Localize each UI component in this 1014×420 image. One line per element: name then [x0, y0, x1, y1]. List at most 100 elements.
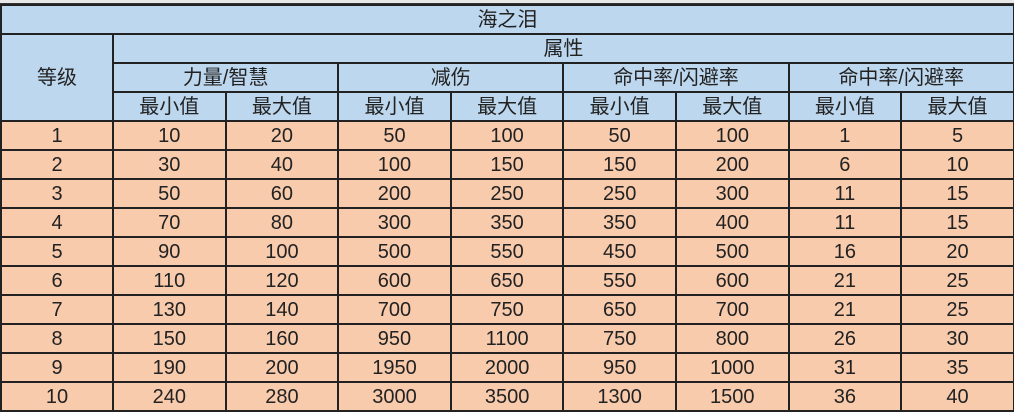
value-cell: 31	[787, 352, 903, 383]
value-cell: 30	[900, 323, 1014, 354]
table-row: 4 70 80 300 350 350 400 11 15	[0, 207, 1014, 238]
attr-header: 命中率/闪避率	[787, 62, 1014, 93]
value-cell: 160	[224, 323, 340, 354]
value-cell: 700	[337, 294, 452, 325]
level-cell: 10	[0, 381, 114, 412]
value-cell: 950	[337, 323, 452, 354]
value-cell: 300	[674, 178, 790, 209]
table-row: 2 30 40 100 150 150 200 6 10	[0, 149, 1014, 180]
attr-header: 减伤	[337, 62, 565, 93]
value-cell: 550	[449, 236, 565, 267]
table-row: 6 110 120 600 650 550 600 21 25	[0, 265, 1014, 296]
attr-header: 力量/智慧	[111, 62, 340, 93]
max-header: 最大值	[224, 91, 340, 122]
value-cell: 130	[112, 294, 227, 325]
table-row: 8 150 160 950 1100 750 800 26 30	[0, 323, 1014, 354]
value-cell: 150	[112, 323, 227, 354]
min-header: 最小值	[562, 91, 677, 122]
value-cell: 500	[674, 236, 790, 267]
attribute-table: 海之泪 等级 属性 力量/智慧 减伤 命中率/闪避率 命中率/闪避率 最小值 最大…	[0, 4, 1014, 412]
level-cell: 3	[0, 178, 114, 209]
value-cell: 110	[112, 265, 227, 296]
value-cell: 1500	[674, 381, 790, 412]
value-cell: 120	[224, 265, 340, 296]
value-cell: 150	[449, 149, 565, 180]
value-cell: 10	[112, 120, 227, 151]
level-cell: 4	[0, 207, 114, 238]
value-cell: 2000	[449, 352, 565, 383]
value-cell: 700	[674, 294, 790, 325]
value-cell: 26	[787, 323, 903, 354]
level-cell: 6	[0, 265, 114, 296]
level-cell: 5	[0, 236, 114, 267]
value-cell: 16	[787, 236, 903, 267]
value-cell: 350	[449, 207, 565, 238]
value-cell: 3500	[449, 381, 565, 412]
value-cell: 80	[224, 207, 340, 238]
max-header: 最大值	[900, 91, 1014, 122]
value-cell: 250	[449, 178, 565, 209]
value-cell: 550	[562, 265, 677, 296]
table-row: 10 240 280 3000 3500 1300 1500 36 40	[0, 381, 1014, 412]
value-cell: 250	[562, 178, 677, 209]
value-cell: 20	[900, 236, 1014, 267]
table-title: 海之泪	[0, 4, 1014, 35]
value-cell: 20	[224, 120, 340, 151]
value-cell: 1100	[449, 323, 565, 354]
value-cell: 21	[787, 294, 903, 325]
value-cell: 1950	[337, 352, 452, 383]
value-cell: 750	[449, 294, 565, 325]
value-cell: 11	[787, 207, 903, 238]
value-cell: 21	[787, 265, 903, 296]
value-cell: 450	[562, 236, 677, 267]
value-cell: 11	[787, 178, 903, 209]
min-header: 最小值	[337, 91, 452, 122]
value-cell: 750	[562, 323, 677, 354]
value-cell: 5	[900, 120, 1014, 151]
value-cell: 650	[449, 265, 565, 296]
table-row: 3 50 60 200 250 250 300 11 15	[0, 178, 1014, 209]
value-cell: 90	[112, 236, 227, 267]
max-header: 最大值	[674, 91, 790, 122]
value-cell: 190	[112, 352, 227, 383]
value-cell: 1000	[674, 352, 790, 383]
value-cell: 200	[337, 178, 452, 209]
value-cell: 35	[900, 352, 1014, 383]
top-strip	[0, 0, 1014, 4]
value-cell: 15	[900, 178, 1014, 209]
value-cell: 1300	[562, 381, 677, 412]
value-cell: 60	[224, 178, 340, 209]
value-cell: 150	[562, 149, 677, 180]
value-cell: 25	[900, 294, 1014, 325]
value-cell: 300	[337, 207, 452, 238]
value-cell: 100	[449, 120, 565, 151]
level-cell: 1	[0, 120, 114, 151]
value-cell: 15	[900, 207, 1014, 238]
value-cell: 36	[787, 381, 903, 412]
table-row: 7 130 140 700 750 650 700 21 25	[0, 294, 1014, 325]
table-row: 5 90 100 500 550 450 500 16 20	[0, 236, 1014, 267]
value-cell: 240	[112, 381, 227, 412]
value-cell: 10	[900, 149, 1014, 180]
value-cell: 350	[562, 207, 677, 238]
table-row: 1 10 20 50 100 50 100 1 5	[0, 120, 1014, 151]
value-cell: 40	[224, 149, 340, 180]
value-cell: 600	[337, 265, 452, 296]
value-cell: 400	[674, 207, 790, 238]
value-cell: 600	[674, 265, 790, 296]
group-header: 属性	[112, 33, 1014, 64]
value-cell: 100	[224, 236, 340, 267]
value-cell: 140	[224, 294, 340, 325]
value-cell: 40	[900, 381, 1014, 412]
value-cell: 280	[224, 381, 340, 412]
level-cell: 9	[0, 352, 114, 383]
value-cell: 50	[562, 120, 677, 151]
value-cell: 3000	[337, 381, 452, 412]
value-cell: 30	[112, 149, 227, 180]
value-cell: 1	[787, 120, 903, 151]
value-cell: 25	[900, 265, 1014, 296]
value-cell: 200	[674, 149, 790, 180]
value-cell: 100	[674, 120, 790, 151]
level-cell: 2	[0, 149, 114, 180]
value-cell: 6	[787, 149, 903, 180]
